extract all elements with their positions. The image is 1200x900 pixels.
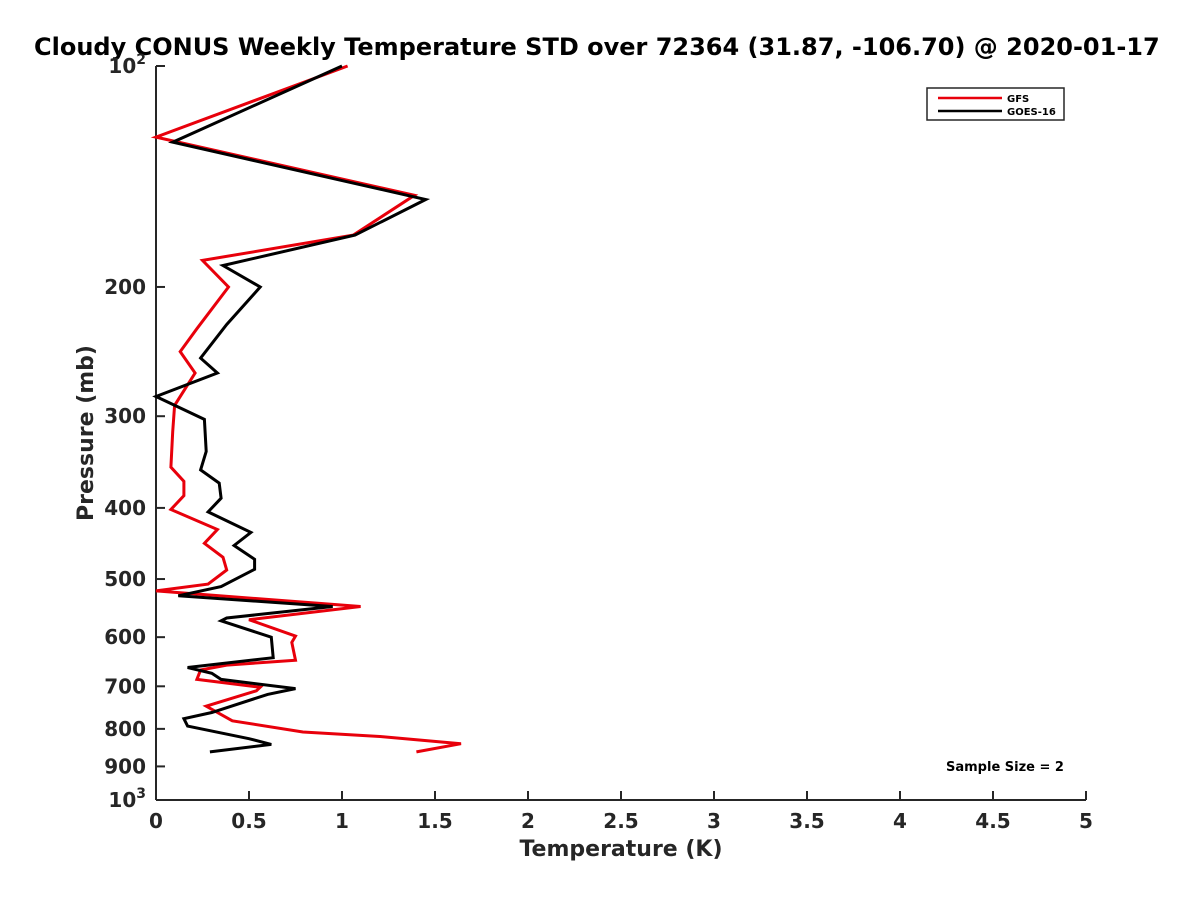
y-tick-label: 800 — [104, 717, 146, 741]
legend-label: GFS — [1007, 94, 1029, 105]
x-axis-ticks: 0 0.5 1 1.5 2 2.5 3 3.5 4 4.5 5 — [149, 791, 1093, 833]
x-tick-label: 2 — [521, 809, 535, 833]
x-tick-label: 1 — [335, 809, 349, 833]
y-tick-label: 300 — [104, 404, 146, 428]
chart-title: Cloudy CONUS Weekly Temperature STD over… — [34, 33, 1160, 61]
series-group — [150, 64, 462, 754]
series-line-goes-16 — [152, 64, 431, 754]
y-tick-label: 900 — [104, 754, 146, 778]
y-tick-label: 700 — [104, 674, 146, 698]
series-line-gfs — [150, 64, 462, 754]
x-tick-label: 3 — [707, 809, 721, 833]
x-axis-label: Temperature (K) — [519, 837, 722, 862]
plot-area: 0 0.5 1 1.5 2 2.5 3 3.5 4 4.5 5 102 200 300 400 500 600… — [104, 52, 1093, 833]
x-tick-label: 4.5 — [975, 809, 1010, 833]
y-tick-label: 103 — [108, 786, 146, 812]
y-tick-label: 600 — [104, 625, 146, 649]
y-tick-label: 400 — [104, 496, 146, 520]
x-tick-label: 0.5 — [231, 809, 266, 833]
x-tick-label: 0 — [149, 809, 163, 833]
x-tick-label: 2.5 — [603, 809, 638, 833]
x-tick-label: 5 — [1079, 809, 1093, 833]
y-axis-label: Pressure (mb) — [74, 345, 99, 521]
sample-size-annotation: Sample Size = 2 — [946, 760, 1064, 775]
x-tick-label: 3.5 — [789, 809, 824, 833]
legend-box — [926, 87, 1065, 121]
legend: GFS GOES-16 — [926, 87, 1065, 121]
x-tick-label: 1.5 — [417, 809, 452, 833]
y-tick-label: 102 — [108, 52, 146, 78]
y-axis-ticks: 102 200 300 400 500 600 700 800 900 103 — [104, 52, 165, 812]
y-tick-label: 500 — [104, 567, 146, 591]
x-tick-label: 4 — [893, 809, 907, 833]
y-tick-label: 200 — [104, 275, 146, 299]
legend-label: GOES-16 — [1007, 107, 1056, 118]
